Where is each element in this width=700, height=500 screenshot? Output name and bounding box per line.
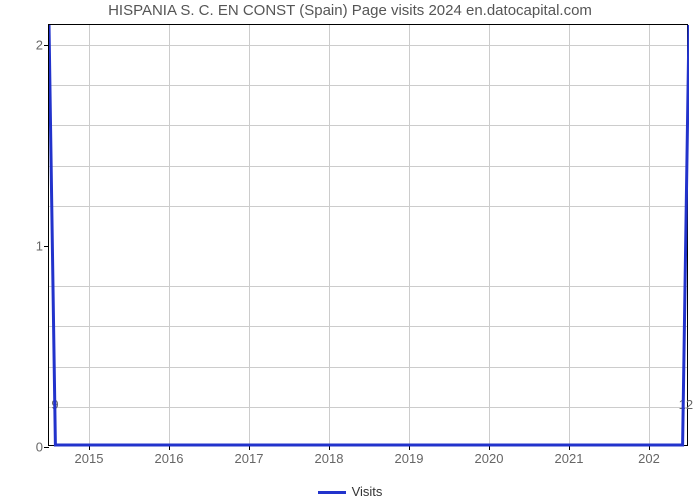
x-tick-label: 2016	[155, 445, 184, 466]
x-tick-label: 2018	[315, 445, 344, 466]
legend-label: Visits	[352, 484, 383, 499]
x-tick-label: 2015	[75, 445, 104, 466]
x-tick-label: 2019	[395, 445, 424, 466]
legend: Visits	[0, 484, 700, 499]
legend-swatch	[318, 491, 346, 494]
y-tick-label: 0	[36, 440, 49, 455]
x-tick-label: 2017	[235, 445, 264, 466]
x-tick-label: 2021	[555, 445, 584, 466]
y-tick-label: 2	[36, 38, 49, 53]
y-tick-label: 1	[36, 239, 49, 254]
series-line	[49, 25, 689, 447]
x-tick-label: 202	[638, 445, 660, 466]
x-tick-label: 2020	[475, 445, 504, 466]
plot-area: 2015201620172018201920202021202012912	[48, 24, 688, 446]
chart-title: HISPANIA S. C. EN CONST (Spain) Page vis…	[0, 2, 700, 19]
